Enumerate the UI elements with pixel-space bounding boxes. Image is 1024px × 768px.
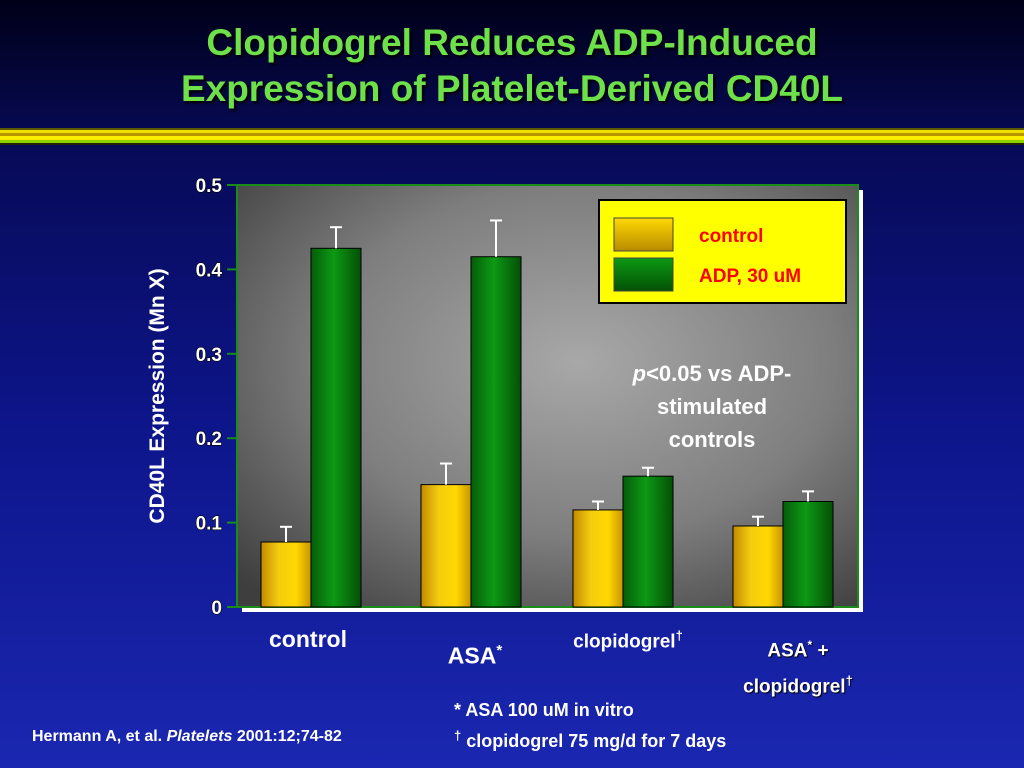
footnote-asa-text: ASA 100 uM in vitro [465,700,634,720]
adp-bar [310,247,362,608]
slide-title: Clopidogrel Reduces ADP-Induced Expressi… [0,20,1024,112]
y-axis-title: CD40L Expression (Mn X) [146,268,169,523]
title-rule-green [0,140,1024,143]
citation-details: 2001:12;74-82 [232,728,342,745]
clopidogrel-category-text: clopidogrel [573,631,676,653]
y-tick-label: 0 [211,598,222,619]
category-label-asa: ASA* [430,642,520,670]
combo-asa-mark: * [807,638,813,652]
y-tick-label: 0.3 [196,345,222,366]
combo-clop-text: clopidogrel [743,676,846,698]
footnote-clop-mark: † [454,728,462,743]
footnote-clopidogrel: † clopidogrel 75 mg/d for 7 days [454,723,726,754]
combo-plus-text: + [812,640,829,662]
title-rule-yellow-1 [0,130,1024,133]
control-bar [732,525,784,608]
citation-authors: Hermann A, et al. [32,728,167,745]
y-tick-label: 0.4 [196,260,223,281]
title-line-2: Expression of Platelet-Derived CD40L [180,68,844,109]
legend-swatch-control [613,217,674,252]
combo-asa-text: ASA [767,640,808,662]
y-tick-label: 0.5 [196,176,223,197]
footnotes: * ASA 100 uM in vitro † clopidogrel 75 m… [454,698,726,754]
stat-note-line-3: controls [669,427,756,452]
y-tick-label: 0.1 [196,514,223,535]
title-line-1: Clopidogrel Reduces ADP-Induced [206,22,818,63]
footnote-asa-mark: * [454,700,462,720]
category-label-control: control [268,626,348,653]
citation-journal: Platelets [166,728,233,745]
control-bar [420,484,472,608]
adp-bar [622,475,674,608]
legend-swatch-adp [613,257,674,292]
footnote-asa: * ASA 100 uM in vitro [454,698,726,723]
title-rule-gold [0,133,1024,136]
control-category-text: control [269,626,347,652]
title-rule-dark [0,128,1024,130]
title-rule-yellow-2 [0,136,1024,140]
clopidogrel-category-mark: † [675,628,683,643]
stat-note-p-symbol: p [632,361,646,386]
category-label-combo: ASA* + clopidogrel† [718,630,878,703]
asa-category-text: ASA [447,642,497,669]
y-tick-label: 0.2 [196,429,222,450]
control-bar [260,541,312,608]
combo-clop-mark: † [845,673,853,689]
stat-note-line-1-rest: <0.05 vs ADP- [646,361,791,386]
adp-bar [470,256,522,608]
citation: Hermann A, et al. Platelets 2001:12;74-8… [32,728,342,746]
title-rule-shadow [0,143,1024,145]
legend-label-adp: ADP, 30 uM [699,266,801,287]
stat-note-line-2: stimulated [657,394,767,419]
stat-note-line-1: p<0.05 vs ADP- [632,361,792,386]
category-label-clopidogrel: clopidogrel† [553,628,703,653]
adp-bar [782,501,834,608]
footnote-clop-text: clopidogrel 75 mg/d for 7 days [466,731,727,751]
legend-label-control: control [699,226,763,247]
asa-category-mark: * [496,642,503,659]
control-bar [572,509,624,608]
